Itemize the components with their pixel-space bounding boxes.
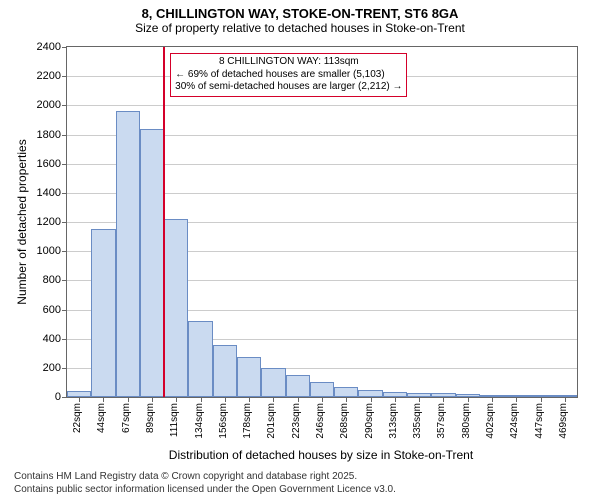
xtick-mark bbox=[371, 397, 372, 402]
ytick-mark bbox=[62, 251, 67, 252]
footer-line-2: Contains public sector information licen… bbox=[14, 484, 396, 497]
xtick-mark bbox=[128, 397, 129, 402]
xtick-label: 134sqm bbox=[194, 403, 205, 439]
xtick-label: 89sqm bbox=[145, 403, 156, 433]
xtick-label: 156sqm bbox=[218, 403, 229, 439]
plot-area: 0200400600800100012001400160018002000220… bbox=[66, 46, 578, 398]
x-axis-label: Distribution of detached houses by size … bbox=[66, 448, 576, 462]
xtick-mark bbox=[273, 397, 274, 402]
annotation-title: 8 CHILLINGTON WAY: 113sqm bbox=[175, 56, 402, 69]
y-axis-label: Number of detached properties bbox=[15, 112, 29, 332]
xtick-label: 268sqm bbox=[339, 403, 350, 439]
xtick-mark bbox=[152, 397, 153, 402]
property-marker-line bbox=[163, 47, 165, 397]
xtick-label: 44sqm bbox=[96, 403, 107, 433]
xtick-mark bbox=[201, 397, 202, 402]
ytick-label: 0 bbox=[55, 391, 61, 403]
xtick-label: 424sqm bbox=[509, 403, 520, 439]
ytick-label: 1400 bbox=[37, 187, 61, 199]
ytick-mark bbox=[62, 193, 67, 194]
xtick-label: 402sqm bbox=[485, 403, 496, 439]
xtick-label: 22sqm bbox=[72, 403, 83, 433]
xtick-label: 223sqm bbox=[291, 403, 302, 439]
chart-subtitle: Size of property relative to detached ho… bbox=[0, 21, 600, 39]
histogram-bar bbox=[188, 321, 212, 397]
histogram-bar bbox=[140, 129, 164, 397]
xtick-mark bbox=[346, 397, 347, 402]
ytick-mark bbox=[62, 397, 67, 398]
xtick-mark bbox=[298, 397, 299, 402]
xtick-label: 178sqm bbox=[242, 403, 253, 439]
xtick-mark bbox=[225, 397, 226, 402]
annotation-smaller: ← 69% of detached houses are smaller (5,… bbox=[175, 69, 402, 82]
histogram-bar bbox=[237, 357, 261, 397]
xtick-mark bbox=[443, 397, 444, 402]
ytick-mark bbox=[62, 47, 67, 48]
xtick-mark bbox=[79, 397, 80, 402]
ytick-label: 1800 bbox=[37, 129, 61, 141]
histogram-bar bbox=[91, 229, 115, 397]
ytick-label: 600 bbox=[43, 304, 61, 316]
ytick-label: 200 bbox=[43, 362, 61, 374]
ytick-mark bbox=[62, 339, 67, 340]
histogram-bar bbox=[310, 382, 334, 397]
ytick-label: 1600 bbox=[37, 158, 61, 170]
xtick-mark bbox=[492, 397, 493, 402]
xtick-label: 246sqm bbox=[315, 403, 326, 439]
xtick-mark bbox=[322, 397, 323, 402]
xtick-label: 335sqm bbox=[412, 403, 423, 439]
xtick-mark bbox=[176, 397, 177, 402]
xtick-label: 447sqm bbox=[534, 403, 545, 439]
ytick-mark bbox=[62, 310, 67, 311]
xtick-mark bbox=[468, 397, 469, 402]
xtick-mark bbox=[395, 397, 396, 402]
chart-title: 8, CHILLINGTON WAY, STOKE-ON-TRENT, ST6 … bbox=[0, 0, 600, 21]
histogram-bar bbox=[213, 345, 237, 398]
xtick-label: 67sqm bbox=[121, 403, 132, 433]
ytick-label: 2000 bbox=[37, 99, 61, 111]
histogram-bar bbox=[164, 219, 188, 397]
ytick-label: 400 bbox=[43, 333, 61, 345]
footer-line-1: Contains HM Land Registry data © Crown c… bbox=[14, 471, 396, 484]
histogram-bar bbox=[286, 375, 310, 397]
ytick-label: 1000 bbox=[37, 245, 61, 257]
ytick-mark bbox=[62, 280, 67, 281]
histogram-bar bbox=[334, 387, 358, 397]
property-size-histogram: 8, CHILLINGTON WAY, STOKE-ON-TRENT, ST6 … bbox=[0, 0, 600, 500]
histogram-bar bbox=[116, 111, 140, 397]
ytick-mark bbox=[62, 164, 67, 165]
ytick-label: 2200 bbox=[37, 70, 61, 82]
xtick-label: 313sqm bbox=[388, 403, 399, 439]
xtick-mark bbox=[249, 397, 250, 402]
property-annotation: 8 CHILLINGTON WAY: 113sqm← 69% of detach… bbox=[170, 53, 407, 97]
footer-attribution: Contains HM Land Registry data © Crown c… bbox=[14, 471, 396, 496]
xtick-label: 290sqm bbox=[364, 403, 375, 439]
histogram-bar bbox=[261, 368, 285, 397]
ytick-mark bbox=[62, 135, 67, 136]
xtick-mark bbox=[103, 397, 104, 402]
ytick-mark bbox=[62, 105, 67, 106]
ytick-label: 1200 bbox=[37, 216, 61, 228]
xtick-label: 201sqm bbox=[266, 403, 277, 439]
ytick-mark bbox=[62, 368, 67, 369]
ytick-label: 2400 bbox=[37, 41, 61, 53]
xtick-mark bbox=[419, 397, 420, 402]
annotation-larger: 30% of semi-detached houses are larger (… bbox=[175, 81, 402, 94]
ytick-mark bbox=[62, 76, 67, 77]
xtick-label: 357sqm bbox=[436, 403, 447, 439]
xtick-mark bbox=[516, 397, 517, 402]
ytick-mark bbox=[62, 222, 67, 223]
xtick-label: 380sqm bbox=[461, 403, 472, 439]
xtick-label: 469sqm bbox=[558, 403, 569, 439]
xtick-mark bbox=[541, 397, 542, 402]
ytick-label: 800 bbox=[43, 274, 61, 286]
xtick-mark bbox=[565, 397, 566, 402]
gridline bbox=[67, 105, 577, 106]
xtick-label: 111sqm bbox=[169, 403, 180, 437]
